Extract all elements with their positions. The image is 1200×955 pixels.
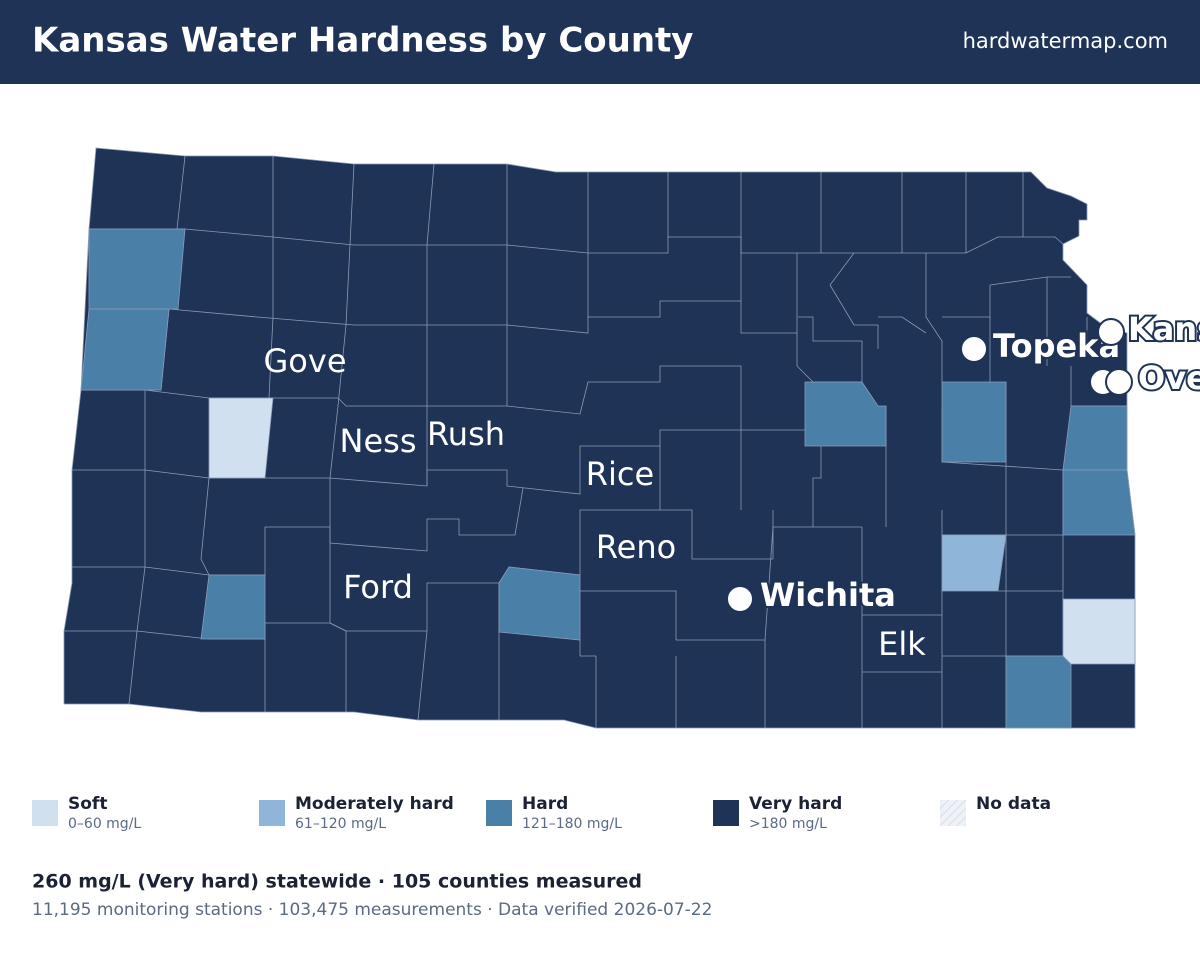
- legend-range: 0–60 mg/L: [68, 816, 141, 832]
- county-label: Reno: [596, 528, 676, 566]
- city-marker: [960, 335, 988, 363]
- county-label: Ness: [340, 422, 417, 460]
- county-label: Rice: [586, 455, 654, 493]
- county-label: Gove: [264, 342, 347, 380]
- legend-label: No data: [976, 794, 1051, 814]
- legend-range: >180 mg/L: [749, 816, 827, 832]
- county-label: Rush: [427, 415, 505, 453]
- soft-counties: [208, 397, 1136, 665]
- legend-range: 121–180 mg/L: [522, 816, 622, 832]
- city-marker: [726, 585, 754, 613]
- legend-swatch: [259, 800, 285, 826]
- header-bar: [0, 0, 1200, 84]
- county-label: Ford: [343, 568, 413, 606]
- legend-swatch: [486, 800, 512, 826]
- county-label: Elk: [878, 625, 926, 663]
- legend-range: 61–120 mg/L: [295, 816, 386, 832]
- map-labels: GoveNessRushRiceRenoFordElkTopekaKansas …: [264, 308, 1200, 663]
- legend-swatch: [32, 800, 58, 826]
- legend-label: Very hard: [749, 794, 842, 814]
- city-label: Wichita: [760, 576, 896, 614]
- city-label: Kansas City: [1128, 310, 1200, 348]
- legend-swatch: [940, 800, 966, 826]
- moderate-county: [941, 534, 1007, 592]
- hard-counties: [80, 228, 1136, 729]
- county-borders: [64, 155, 1127, 728]
- legend: Soft 0–60 mg/L Moderately hard 61–120 mg/L H…: [32, 794, 1051, 832]
- city-label: Overland Park: [1138, 359, 1200, 397]
- city-marker: [1097, 318, 1125, 346]
- legend-label: Moderately hard: [295, 794, 454, 814]
- legend-label: Hard: [522, 794, 568, 814]
- legend-swatch: [713, 800, 739, 826]
- city-marker: [1105, 368, 1133, 396]
- site: hardwatermap.com: [963, 29, 1168, 53]
- legend-label: Soft: [68, 794, 107, 814]
- summary-headline: 260 mg/L (Very hard) statewide · 105 cou…: [32, 871, 642, 893]
- map: GoveNessRushRiceRenoFordElkTopekaKansas …: [63, 147, 1200, 729]
- title: Kansas Water Hardness by County: [32, 21, 693, 61]
- summary-details: 11,195 monitoring stations · 103,475 mea…: [32, 900, 712, 920]
